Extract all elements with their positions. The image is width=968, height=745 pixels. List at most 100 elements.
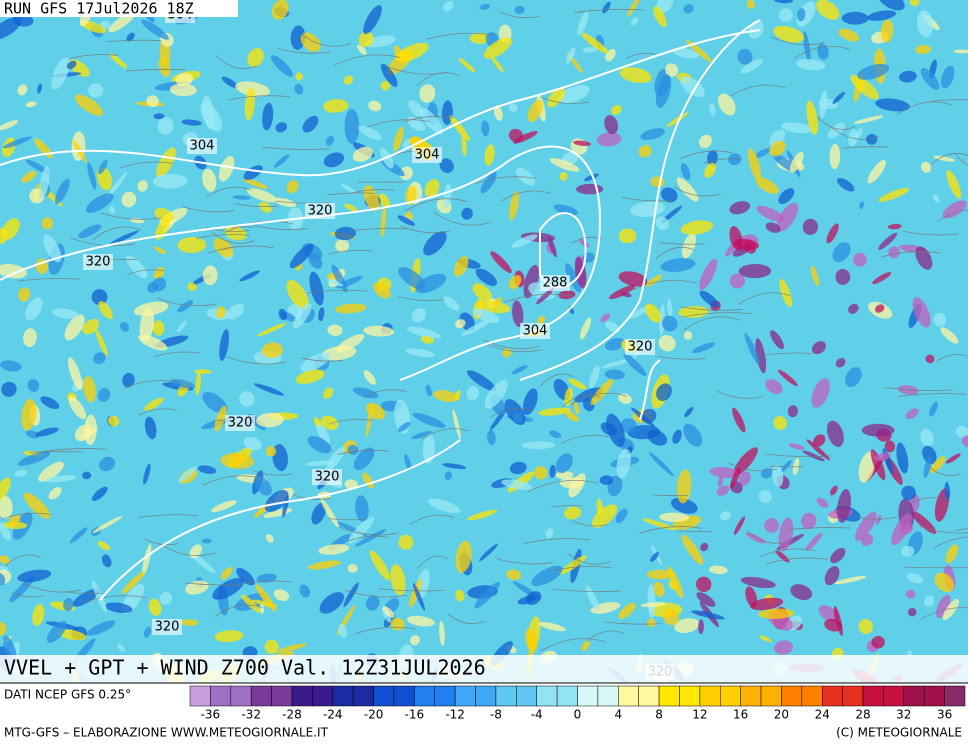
field-cell	[194, 369, 212, 374]
field-cell	[202, 168, 217, 192]
field-cell	[369, 550, 391, 581]
field-cell	[255, 584, 277, 612]
colorbar-swatch	[516, 685, 537, 707]
field-cell	[363, 5, 382, 35]
field-cell	[559, 171, 568, 181]
streamline	[523, 538, 591, 545]
field-cell	[549, 464, 556, 478]
field-cell	[512, 300, 524, 327]
field-cell	[271, 0, 289, 20]
contour-label-bg	[305, 203, 335, 219]
field-cell	[746, 0, 755, 10]
field-cell	[522, 388, 538, 416]
contour-label-bg	[312, 469, 342, 485]
field-cell	[247, 48, 264, 68]
field-cell	[832, 91, 846, 104]
field-cell	[501, 479, 533, 491]
field-cell	[650, 552, 659, 562]
field-cell	[827, 122, 846, 139]
colorbar-tick-label: 16	[733, 708, 748, 722]
field-cell	[68, 357, 83, 391]
field-cell	[626, 0, 643, 17]
field-cell	[390, 564, 406, 596]
field-cell	[676, 469, 692, 504]
field-cell	[662, 315, 678, 332]
data-source: DATI NCEP GFS 0.25°	[4, 688, 131, 702]
field-cell	[534, 466, 548, 480]
field-cell	[412, 412, 446, 428]
streamline	[540, 373, 574, 386]
field-cell	[749, 597, 784, 611]
field-cell	[901, 485, 917, 501]
field-cell	[581, 640, 590, 652]
field-cell	[122, 372, 135, 388]
field-cell	[286, 279, 309, 311]
field-cell	[341, 183, 358, 195]
colorbar-tick-label: -32	[241, 708, 261, 722]
field-cell	[455, 540, 472, 573]
field-cell	[678, 306, 709, 318]
field-cell	[43, 234, 62, 263]
field-cell	[241, 594, 261, 613]
field-cell	[82, 471, 92, 480]
streamline	[548, 566, 612, 573]
streamline	[484, 342, 543, 353]
streamline	[561, 434, 610, 444]
field-cell	[23, 492, 51, 519]
colorbar-tick-label: -20	[364, 708, 384, 722]
field-cell	[259, 201, 272, 213]
field-cell	[344, 108, 360, 144]
field-cell	[455, 589, 465, 602]
contour-line	[0, 145, 602, 381]
colorbar-swatch	[944, 685, 966, 707]
field-cell	[484, 380, 508, 409]
field-cell	[577, 11, 589, 36]
field-cell	[299, 584, 311, 598]
field-cell	[525, 628, 538, 652]
streamline	[348, 228, 408, 232]
streamline	[138, 514, 198, 518]
field-cell	[323, 152, 345, 168]
field-cell	[835, 357, 846, 368]
field-cell	[405, 185, 417, 206]
colorbar-swatch	[210, 685, 232, 707]
streamline	[292, 494, 331, 500]
field-cell	[0, 360, 22, 372]
field-cell	[853, 252, 867, 267]
field-cell	[929, 401, 938, 417]
field-cell	[126, 32, 135, 42]
field-cell	[933, 312, 946, 327]
field-cell	[802, 218, 819, 236]
field-cell	[405, 348, 435, 358]
contour-label: 320	[228, 416, 253, 431]
field-cell	[707, 150, 718, 166]
field-cell	[558, 290, 576, 300]
field-cell	[934, 572, 955, 593]
field-cell	[508, 103, 518, 113]
field-cell	[363, 370, 376, 385]
field-cell	[740, 576, 776, 589]
field-cell	[74, 424, 92, 442]
field-cell	[473, 308, 500, 324]
field-cell	[152, 173, 188, 189]
field-cell	[698, 619, 704, 635]
field-cell	[729, 273, 746, 289]
field-cell	[282, 495, 289, 518]
field-cell	[748, 148, 761, 181]
field-cell	[907, 608, 917, 617]
streamline	[159, 543, 216, 556]
field-cell	[54, 178, 70, 205]
field-cell	[325, 135, 335, 146]
field-cell	[955, 425, 968, 438]
streamline	[793, 45, 850, 60]
contour-label: 320	[315, 470, 340, 485]
field-cell	[393, 126, 404, 152]
field-cell	[27, 378, 40, 392]
field-cell	[699, 290, 719, 308]
field-cell	[336, 334, 365, 353]
field-cell	[358, 125, 382, 140]
streamline	[834, 509, 898, 520]
field-cell	[545, 528, 554, 539]
streamline	[655, 246, 695, 259]
field-cell	[686, 40, 712, 63]
